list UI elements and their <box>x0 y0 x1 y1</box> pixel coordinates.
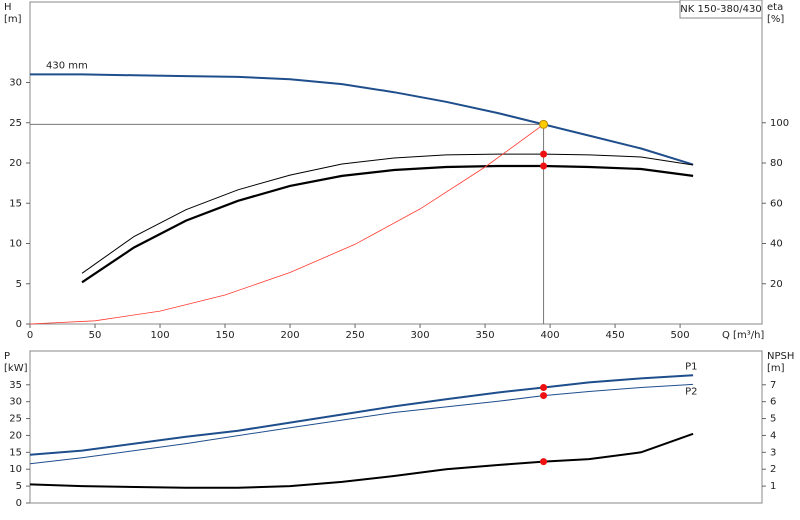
x-tick-label: 250 <box>345 330 364 341</box>
curve <box>30 73 694 166</box>
curve <box>29 124 544 325</box>
operating-point <box>540 392 548 400</box>
y2-tick-label: 1 <box>770 481 776 492</box>
y2-tick-label: 6 <box>770 397 776 408</box>
y2-tick-label: 60 <box>770 198 783 209</box>
y2-axis-label: [%] <box>767 14 784 25</box>
y2-axis-label: NPSH <box>767 351 794 362</box>
y-tick-label: 15 <box>9 447 22 458</box>
y2-axis-label: [m] <box>767 363 785 374</box>
chart-title: NK 150-380/430 <box>680 4 761 15</box>
legend-label: P1 <box>685 361 697 372</box>
curve <box>29 383 694 465</box>
y2-tick-label: 40 <box>770 239 783 250</box>
y-axis-label: P <box>4 351 10 362</box>
y2-tick-label: 100 <box>770 118 789 129</box>
y2-tick-label: 5 <box>770 414 776 425</box>
x-tick-label: 200 <box>280 330 299 341</box>
y-tick-label: 10 <box>9 464 22 475</box>
y-tick-label: 30 <box>9 397 22 408</box>
y-tick-label: 30 <box>9 78 22 89</box>
y-tick-label: 20 <box>9 430 22 441</box>
y-axis-label: [kW] <box>4 363 28 374</box>
curve <box>29 374 694 456</box>
x-tick-label: 450 <box>606 330 625 341</box>
y-tick-label: 15 <box>9 198 22 209</box>
operating-point <box>540 458 548 466</box>
y-axis-label: H <box>4 2 12 13</box>
y-tick-label: 35 <box>9 380 22 391</box>
x-axis-label: Q [m³/h] <box>722 330 764 341</box>
operating-point <box>540 150 548 158</box>
y2-tick-label: 7 <box>770 380 776 391</box>
x-tick-label: 150 <box>215 330 234 341</box>
y-axis-label: [m] <box>4 14 22 25</box>
curve <box>29 432 694 489</box>
y2-tick-label: 20 <box>770 279 783 290</box>
y-tick-label: 25 <box>9 118 22 129</box>
x-tick-label: 500 <box>671 330 690 341</box>
y2-tick-label: 3 <box>770 447 776 458</box>
y-tick-label: 25 <box>9 414 22 425</box>
y-tick-label: 5 <box>16 481 22 492</box>
title-box <box>679 0 763 19</box>
y-tick-label: 5 <box>16 279 22 290</box>
curve <box>81 164 694 284</box>
x-tick-label: 0 <box>27 330 33 341</box>
y2-tick-label: 4 <box>770 430 776 441</box>
legend-label: P2 <box>685 386 697 397</box>
y-tick-label: 0 <box>16 498 22 509</box>
y2-axis-label: eta <box>767 2 783 13</box>
x-tick-label: 400 <box>541 330 560 341</box>
duty-point <box>539 119 549 129</box>
y-tick-label: 0 <box>16 319 22 330</box>
y-tick-label: 20 <box>9 158 22 169</box>
operating-point <box>540 383 548 391</box>
x-tick-label: 50 <box>89 330 102 341</box>
curve <box>81 153 694 274</box>
y2-tick-label: 2 <box>770 464 776 475</box>
x-tick-label: 300 <box>411 330 430 341</box>
y2-tick-label: 80 <box>770 158 783 169</box>
annotation: 430 mm <box>46 60 88 71</box>
plot-frame <box>29 350 763 504</box>
x-tick-label: 100 <box>150 330 169 341</box>
operating-point <box>540 162 548 170</box>
y-tick-label: 10 <box>9 239 22 250</box>
x-tick-label: 350 <box>476 330 495 341</box>
